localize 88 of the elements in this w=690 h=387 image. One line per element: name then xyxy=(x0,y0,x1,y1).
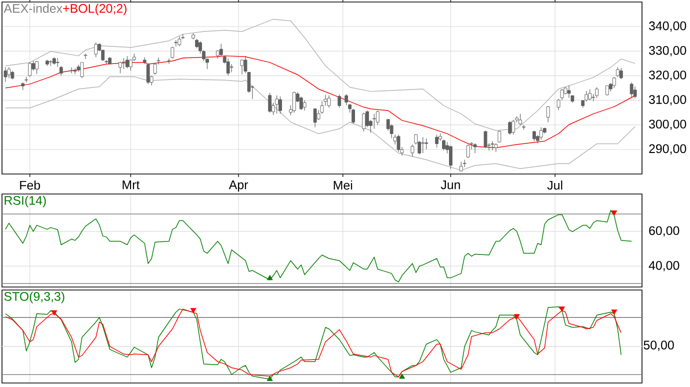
candlestick xyxy=(327,95,331,108)
candlestick xyxy=(278,96,282,114)
candlestick xyxy=(633,86,637,99)
candlestick xyxy=(126,56,129,69)
candlestick xyxy=(606,85,609,96)
candlestick xyxy=(546,106,550,123)
candlestick xyxy=(595,86,598,98)
line-series xyxy=(5,18,636,131)
candlestick xyxy=(539,127,543,140)
candlestick xyxy=(170,46,174,59)
candlestick xyxy=(178,36,182,47)
candlestick xyxy=(584,90,588,102)
candlestick xyxy=(94,42,98,58)
candlestick xyxy=(299,96,303,110)
candlestick xyxy=(230,64,234,73)
candlestick xyxy=(512,120,516,135)
candlestick xyxy=(616,66,620,77)
y-tick-label: 40,00 xyxy=(648,261,680,272)
candlestick xyxy=(421,136,425,154)
point xyxy=(399,374,405,379)
candlestick xyxy=(410,144,414,158)
x-tick-label: Feb xyxy=(20,180,40,190)
candlestick xyxy=(473,142,477,154)
candlestick xyxy=(588,88,592,101)
series-label: STO(9,3,3) xyxy=(4,292,64,304)
candlestick xyxy=(518,113,522,126)
candlestick xyxy=(362,112,366,132)
candlestick xyxy=(167,58,171,64)
candlestick xyxy=(28,62,32,77)
candlestick xyxy=(292,91,296,113)
y-tick-label: 320,00 xyxy=(648,70,686,81)
candlestick xyxy=(275,95,278,114)
candlestick xyxy=(448,145,452,170)
candlestick xyxy=(490,140,494,151)
candlestick xyxy=(70,67,74,74)
candlestick xyxy=(226,58,230,76)
candlestick xyxy=(396,134,400,152)
candlestick xyxy=(219,43,223,56)
candlestick xyxy=(80,62,84,78)
candlestick xyxy=(302,100,306,111)
candlestick xyxy=(612,76,616,88)
text: 50,00 xyxy=(644,340,674,351)
y-tick-label: 310,00 xyxy=(648,95,686,106)
candlestick xyxy=(424,138,428,150)
y-tick-label: 330,00 xyxy=(648,46,686,56)
y-tick-label: 300,00 xyxy=(648,120,686,130)
candlestick xyxy=(619,68,623,80)
line-series xyxy=(5,76,636,171)
candlestick xyxy=(313,108,317,128)
y-tick-label: 340,00 xyxy=(648,21,686,32)
x-tick-label: Mrt xyxy=(122,180,140,190)
candlestick xyxy=(59,66,63,76)
y-tick-label: 290,00 xyxy=(649,144,686,155)
candlestick xyxy=(73,68,77,75)
candlestick xyxy=(338,94,342,108)
y-tick-label: 60,00 xyxy=(649,226,680,237)
candlestick xyxy=(435,134,438,148)
candlestick xyxy=(484,130,488,148)
point xyxy=(266,376,273,381)
candlestick xyxy=(630,82,634,98)
x-tick-label: Jun xyxy=(440,180,460,190)
point xyxy=(51,310,58,316)
candlestick xyxy=(84,53,88,60)
point xyxy=(611,310,618,315)
point xyxy=(559,306,565,312)
candlestick xyxy=(372,113,376,130)
candlestick xyxy=(35,60,38,74)
x-tick-label: Jul xyxy=(547,180,562,190)
series-label: RSI(14) xyxy=(4,196,46,208)
candlestick xyxy=(146,63,150,85)
point xyxy=(190,308,196,314)
candlestick xyxy=(240,59,244,75)
x-tick-label: Apr xyxy=(228,180,248,192)
candlestick xyxy=(7,66,11,78)
candlestick xyxy=(118,61,122,74)
chart-title: AEX-index xyxy=(4,4,62,13)
point xyxy=(514,314,520,320)
candlestick xyxy=(508,120,512,135)
candlestick xyxy=(567,85,571,98)
candlestick xyxy=(466,144,470,158)
candlestick xyxy=(268,92,272,113)
candlestick xyxy=(4,66,8,82)
x-tick-label: Mei xyxy=(334,180,352,190)
candlestick xyxy=(376,110,380,126)
candlestick xyxy=(122,58,126,70)
line-series xyxy=(5,210,632,282)
text: +BOL(20;2) xyxy=(63,4,126,16)
candlestick xyxy=(344,94,348,106)
